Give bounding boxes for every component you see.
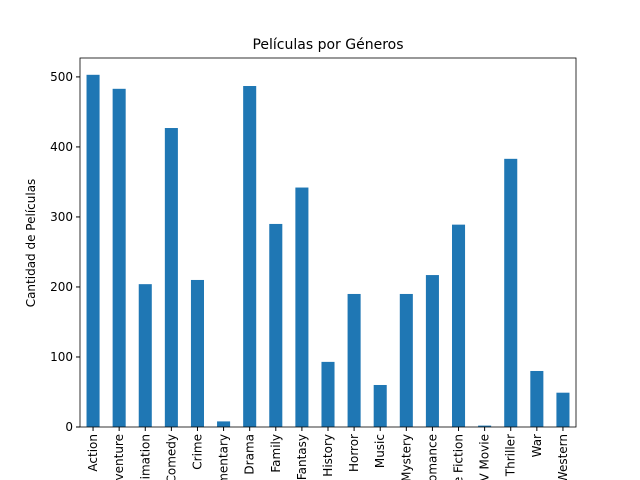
x-tick-label: Romance [425, 434, 439, 480]
x-tick-label: Music [373, 434, 387, 468]
bar [217, 421, 231, 427]
bar [504, 158, 518, 427]
x-tick-label: History [321, 434, 335, 477]
x-tick-label: Fantasy [295, 434, 309, 480]
bar [295, 187, 309, 427]
bar [399, 293, 413, 427]
y-tick-label: 500 [50, 70, 73, 84]
bar [86, 74, 100, 427]
bar [556, 392, 570, 427]
bar [112, 88, 126, 427]
bar [347, 293, 361, 427]
x-tick-label: Science Fiction [452, 434, 466, 480]
y-tick-label: 100 [50, 350, 73, 364]
bar [530, 370, 544, 427]
x-tick-label: War [530, 434, 544, 457]
x-tick-label: Comedy [164, 434, 178, 480]
bar [190, 279, 204, 427]
bar [373, 384, 387, 427]
y-axis-label: Cantidad de Películas [24, 179, 38, 308]
y-tick-label: 300 [50, 210, 73, 224]
x-tick-label: Animation [138, 434, 152, 480]
chart-title: Películas por Géneros [252, 37, 403, 53]
bar [478, 425, 492, 427]
x-tick-label: Horror [347, 434, 361, 472]
y-tick-label: 0 [65, 420, 73, 434]
y-tick-label: 200 [50, 280, 73, 294]
x-tick-label: Crime [190, 434, 204, 470]
x-tick-label: Thriller [504, 434, 518, 477]
x-tick-label: Adventure [112, 434, 126, 480]
x-tick-label: Mystery [399, 434, 413, 480]
x-tick-label: Action [86, 434, 100, 472]
bar [138, 284, 152, 427]
x-tick-label: Western [556, 434, 570, 480]
bar [269, 223, 283, 427]
x-tick-label: TV Movie [478, 434, 492, 480]
bar [321, 361, 335, 427]
plot-frame [79, 57, 577, 428]
y-tick-label: 400 [50, 140, 73, 154]
bar [425, 275, 439, 427]
bar [164, 128, 178, 427]
x-tick-label: Documentary [217, 434, 231, 480]
x-tick-label: Drama [243, 434, 257, 475]
bar [452, 224, 466, 427]
x-tick-label: Family [269, 434, 283, 473]
bar [243, 86, 257, 427]
